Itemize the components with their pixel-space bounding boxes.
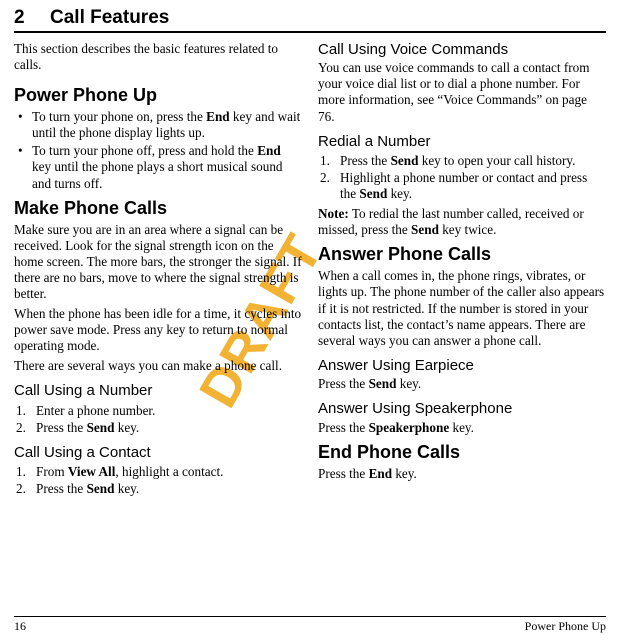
- list-item: Press the Send key.: [14, 420, 302, 436]
- heading-answer-earpiece: Answer Using Earpiece: [318, 357, 606, 375]
- heading-call-using-contact: Call Using a Contact: [14, 444, 302, 462]
- heading-answer-speakerphone: Answer Using Speakerphone: [318, 400, 606, 418]
- paragraph: When the phone has been idle for a time,…: [14, 306, 302, 354]
- bold-text: End: [369, 466, 392, 481]
- bold-text: End: [257, 143, 280, 158]
- note-label: Note:: [318, 206, 349, 221]
- list-item: Highlight a phone number or contact and …: [318, 170, 606, 202]
- text: key until the phone plays a short musica…: [32, 159, 283, 190]
- bold-text: Send: [359, 186, 387, 201]
- chapter-heading: 2Call Features: [14, 7, 606, 33]
- paragraph: When a call comes in, the phone rings, v…: [318, 268, 606, 348]
- left-column: This section describes the basic feature…: [14, 41, 302, 501]
- paragraph: Press the End key.: [318, 466, 606, 482]
- list-item: From View All, highlight a contact.: [14, 464, 302, 480]
- text: key.: [114, 481, 139, 496]
- list-item: To turn your phone off, press and hold t…: [14, 143, 302, 191]
- heading-make-phone-calls: Make Phone Calls: [14, 198, 302, 220]
- text: From: [36, 464, 68, 479]
- two-column-layout: This section describes the basic feature…: [14, 41, 606, 501]
- text: Press the: [318, 466, 369, 481]
- chapter-title-text: Call Features: [50, 7, 169, 28]
- text: key.: [449, 420, 474, 435]
- heading-redial: Redial a Number: [318, 133, 606, 151]
- using-number-steps: Enter a phone number. Press the Send key…: [14, 403, 302, 436]
- redial-steps: Press the Send key to open your call his…: [318, 153, 606, 202]
- bold-text: Send: [369, 376, 397, 391]
- text: To turn your phone off, press and hold t…: [32, 143, 257, 158]
- page-content: 2Call Features This section describes th…: [0, 0, 620, 501]
- text: Press the: [340, 153, 391, 168]
- bold-text: Send: [391, 153, 419, 168]
- text: Press the: [36, 420, 87, 435]
- text: key.: [392, 466, 417, 481]
- heading-power-phone-up: Power Phone Up: [14, 85, 302, 107]
- paragraph: There are several ways you can make a ph…: [14, 358, 302, 374]
- heading-voice-commands: Call Using Voice Commands: [318, 41, 606, 59]
- text: Press the: [318, 420, 369, 435]
- bold-text: End: [206, 109, 229, 124]
- bold-text: View All: [68, 464, 116, 479]
- list-item: Press the Send key to open your call his…: [318, 153, 606, 169]
- bold-text: Send: [87, 420, 115, 435]
- text: key.: [396, 376, 421, 391]
- bold-text: Speakerphone: [369, 420, 450, 435]
- bold-text: Send: [411, 222, 439, 237]
- text: , highlight a contact.: [115, 464, 223, 479]
- paragraph: Make sure you are in an area where a sig…: [14, 222, 302, 302]
- text: key.: [387, 186, 412, 201]
- text: Press the: [318, 376, 369, 391]
- text: Press the: [36, 481, 87, 496]
- bold-text: Send: [87, 481, 115, 496]
- heading-call-using-number: Call Using a Number: [14, 382, 302, 400]
- note-paragraph: Note: To redial the last number called, …: [318, 206, 606, 238]
- text: key.: [114, 420, 139, 435]
- power-up-list: To turn your phone on, press the End key…: [14, 109, 302, 191]
- intro-paragraph: This section describes the basic feature…: [14, 41, 302, 73]
- page-footer: 16 Power Phone Up: [14, 616, 606, 634]
- chapter-number: 2: [14, 7, 50, 29]
- text: key to open your call history.: [418, 153, 575, 168]
- paragraph: You can use voice commands to call a con…: [318, 60, 606, 124]
- text: key twice.: [439, 222, 497, 237]
- right-column: Call Using Voice Commands You can use vo…: [318, 41, 606, 501]
- heading-answer-phone-calls: Answer Phone Calls: [318, 244, 606, 266]
- page-number: 16: [14, 619, 26, 634]
- paragraph: Press the Speakerphone key.: [318, 420, 606, 436]
- list-item: Enter a phone number.: [14, 403, 302, 419]
- heading-end-phone-calls: End Phone Calls: [318, 442, 606, 464]
- list-item: To turn your phone on, press the End key…: [14, 109, 302, 141]
- footer-section-title: Power Phone Up: [525, 619, 606, 634]
- list-item: Press the Send key.: [14, 481, 302, 497]
- using-contact-steps: From View All, highlight a contact. Pres…: [14, 464, 302, 497]
- paragraph: Press the Send key.: [318, 376, 606, 392]
- text: To turn your phone on, press the: [32, 109, 206, 124]
